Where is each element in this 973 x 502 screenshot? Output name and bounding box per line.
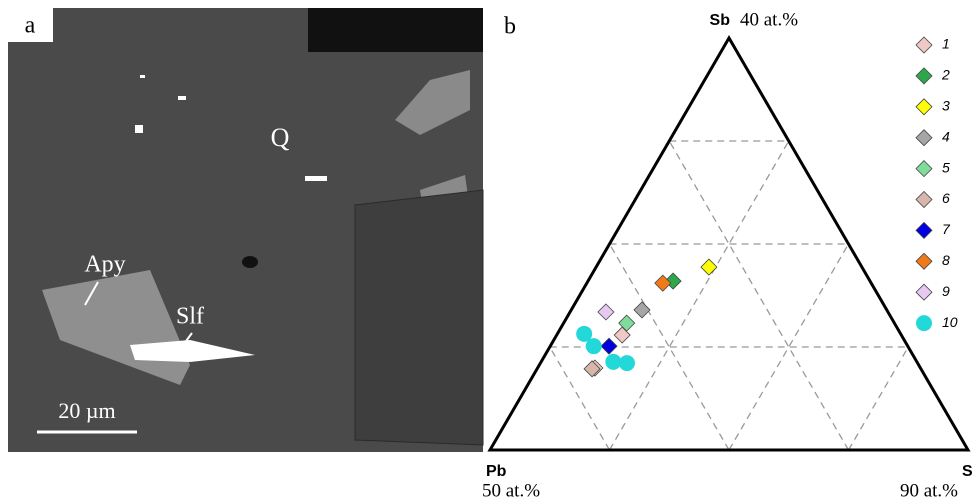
data-point xyxy=(701,259,717,275)
legend-marker xyxy=(916,99,932,115)
legend-label: 8 xyxy=(942,252,950,268)
inclusion xyxy=(135,125,143,133)
corner-note: 40 at.% xyxy=(740,9,798,30)
legend-label: 4 xyxy=(942,128,950,144)
panel-label: b xyxy=(504,14,516,40)
figure: a Q Apy Slf 20 µm b Sb 40 at.% Pb 50 at.… xyxy=(0,0,973,502)
inclusion xyxy=(140,75,145,78)
legend-marker xyxy=(916,284,932,300)
data-point xyxy=(598,304,614,320)
corner-label: S xyxy=(962,463,973,480)
legend-label: 2 xyxy=(941,67,950,83)
corner-label: Sb xyxy=(710,12,731,29)
legend-marker xyxy=(916,161,932,177)
legend-marker xyxy=(916,68,932,84)
grid-line xyxy=(610,141,789,450)
legend-label: 9 xyxy=(942,283,950,299)
legend-label: 10 xyxy=(942,314,958,330)
data-point xyxy=(586,338,602,354)
legend-label: 7 xyxy=(942,221,951,237)
legend-label: 6 xyxy=(942,190,950,206)
inclusion xyxy=(178,96,186,100)
grid-line xyxy=(669,141,848,450)
legend-label: 5 xyxy=(942,159,950,175)
corner-note: 50 at.% xyxy=(482,480,540,501)
page: {"panel_a": {"label": "a", "annotations"… xyxy=(0,0,973,502)
data-point xyxy=(634,302,650,318)
legend-marker xyxy=(916,130,932,146)
inclusion xyxy=(305,176,327,181)
legend-label: 1 xyxy=(942,36,950,52)
crystal xyxy=(355,190,483,445)
legend-marker xyxy=(916,222,932,238)
mineral-label: Apy xyxy=(84,252,125,278)
micrograph: a Q Apy Slf 20 µm xyxy=(8,8,483,452)
data-point xyxy=(619,355,635,371)
dark-region xyxy=(308,8,483,52)
data-point xyxy=(601,338,617,354)
legend-marker xyxy=(916,315,932,331)
panel-label: a xyxy=(25,13,36,39)
triangle xyxy=(490,38,968,450)
corner-label: Pb xyxy=(486,463,507,480)
mineral-label: Slf xyxy=(176,304,204,330)
legend-marker xyxy=(916,192,932,208)
grid-line xyxy=(849,347,909,450)
scale-label: 20 µm xyxy=(58,398,115,423)
grid-line xyxy=(550,347,610,450)
corner-note: 90 at.% xyxy=(900,480,958,501)
data-point xyxy=(605,354,621,370)
legend-label: 3 xyxy=(942,98,950,114)
legend-marker xyxy=(916,37,932,53)
pore xyxy=(242,256,258,268)
legend-marker xyxy=(916,253,932,269)
mineral-label: Q xyxy=(271,123,290,152)
